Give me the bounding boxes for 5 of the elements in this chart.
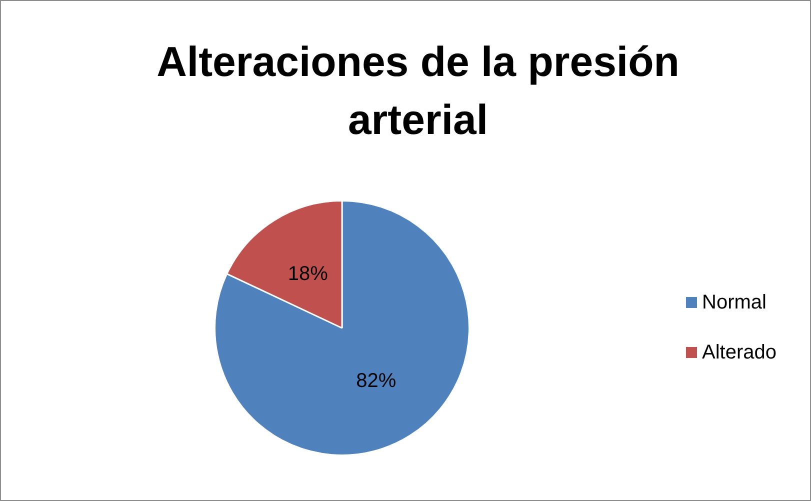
legend-label: Normal [702, 292, 766, 314]
data-label: 18% [288, 262, 328, 285]
chart-title: Alteraciones de la presión arterial [156, 37, 680, 145]
data-label: 82% [356, 370, 396, 392]
legend-label: Alterado [702, 342, 776, 364]
